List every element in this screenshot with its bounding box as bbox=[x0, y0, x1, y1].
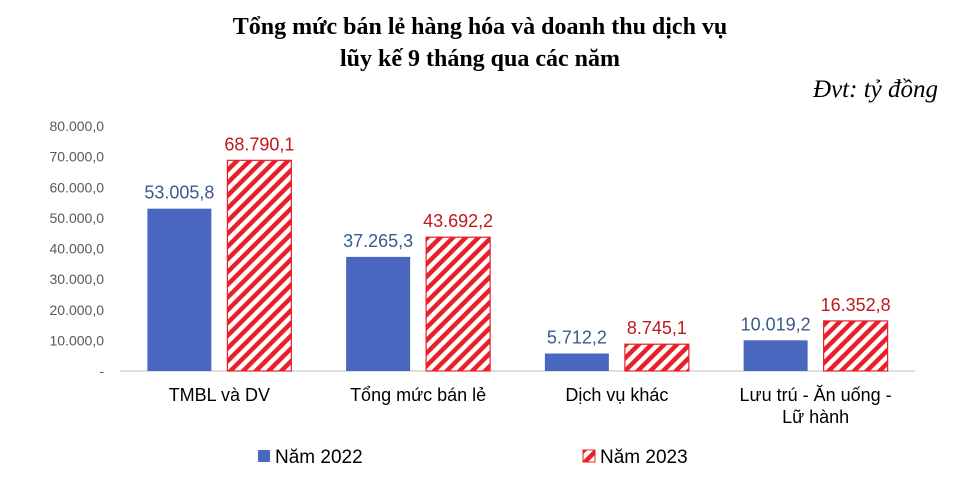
data-label: 16.352,8 bbox=[821, 295, 891, 315]
x-category-label: Tổng mức bán lẻ bbox=[350, 385, 486, 405]
data-label: 5.712,2 bbox=[547, 328, 607, 348]
bar-nam-2022 bbox=[544, 353, 609, 371]
chart-title-line-1: Tổng mức bán lẻ hàng hóa và doanh thu dị… bbox=[232, 14, 728, 40]
y-tick-label: 30.000,0 bbox=[50, 271, 105, 287]
y-tick-label: 50.000,0 bbox=[50, 210, 105, 226]
data-label: 68.790,1 bbox=[224, 134, 294, 154]
x-category-label: Lưu trú - Ăn uống - bbox=[740, 385, 892, 405]
data-label: 37.265,3 bbox=[343, 231, 413, 251]
bar-nam-2023 bbox=[226, 159, 292, 372]
unit-label: Đvt: tỷ đồng bbox=[813, 76, 938, 103]
x-category-label: TMBL và DV bbox=[169, 385, 270, 405]
data-label: 53.005,8 bbox=[144, 183, 214, 203]
bar-nam-2023 bbox=[425, 236, 491, 372]
y-tick-label: 20.000,0 bbox=[50, 302, 105, 318]
y-tick-label: 70.000,0 bbox=[50, 149, 105, 165]
y-tick-label: 10.000,0 bbox=[50, 332, 105, 348]
legend-swatch-nam-2023 bbox=[582, 449, 596, 463]
legend-label: Năm 2022 bbox=[275, 447, 363, 468]
legend-label: Năm 2023 bbox=[600, 447, 688, 468]
y-tick-label: 40.000,0 bbox=[50, 241, 105, 257]
bar-nam-2022 bbox=[743, 340, 808, 371]
x-category-label: Lữ hành bbox=[782, 407, 849, 427]
data-label: 43.692,2 bbox=[423, 211, 493, 231]
bar-nam-2023 bbox=[624, 343, 690, 372]
bar-nam-2022 bbox=[346, 256, 411, 371]
y-tick-label: 60.000,0 bbox=[50, 179, 105, 195]
y-tick-label: - bbox=[99, 363, 104, 379]
chart-title-line-2: lũy kế 9 tháng qua các năm bbox=[339, 46, 621, 72]
data-label: 8.745,1 bbox=[627, 318, 687, 338]
bar-nam-2022 bbox=[147, 208, 212, 371]
data-label: 10.019,2 bbox=[741, 314, 811, 334]
legend-swatch-nam-2022 bbox=[258, 450, 270, 462]
x-category-label: Dịch vụ khác bbox=[565, 385, 668, 405]
bar-nam-2023 bbox=[823, 320, 889, 372]
y-tick-label: 80.000,0 bbox=[50, 118, 105, 134]
